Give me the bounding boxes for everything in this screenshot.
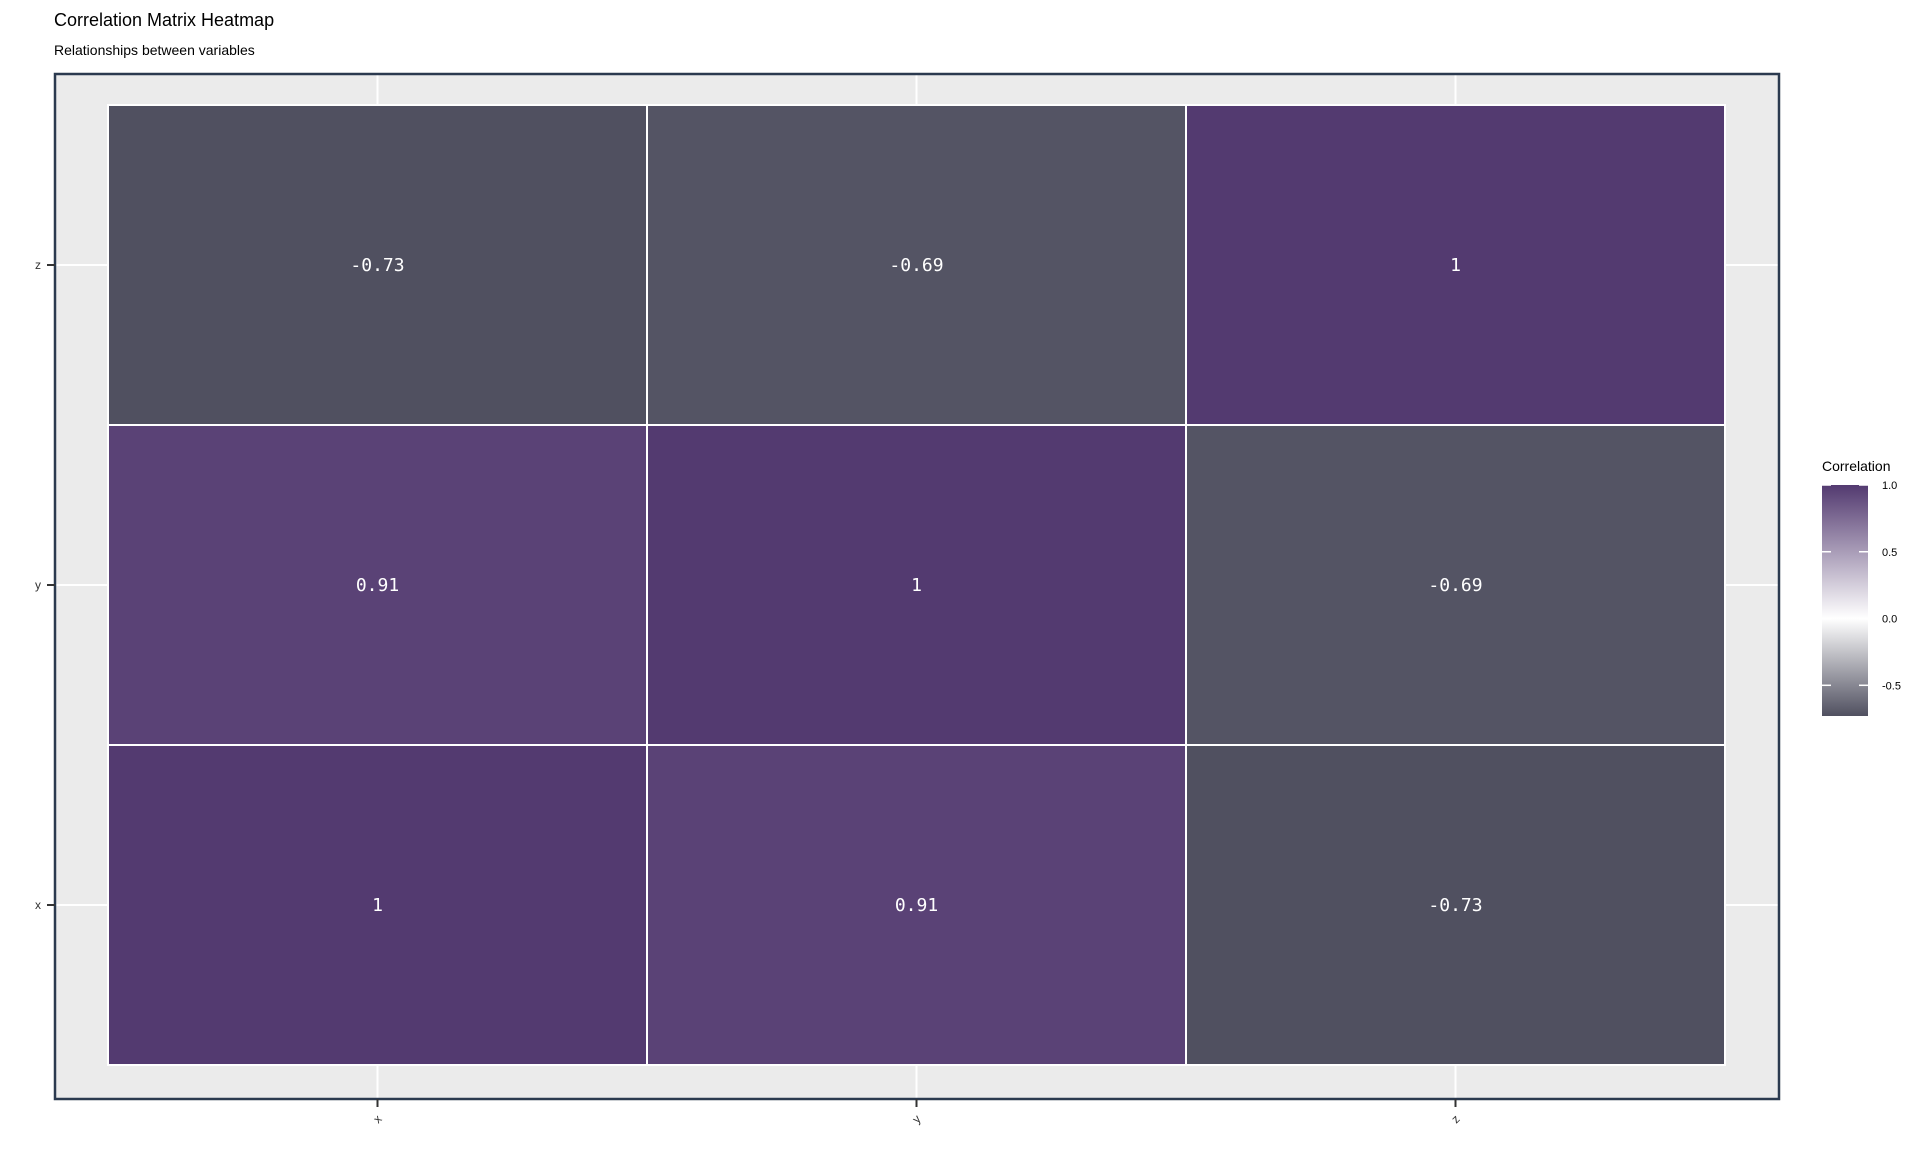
cell-value-label: 1 bbox=[1450, 255, 1461, 276]
cell-value-label: 0.91 bbox=[356, 575, 399, 596]
cell-value-label: -0.73 bbox=[350, 255, 404, 276]
x-axis-label-y: y bbox=[909, 1112, 923, 1126]
legend-colorbar bbox=[1822, 485, 1868, 716]
cell-value-label: -0.69 bbox=[889, 255, 943, 276]
cell-value-label: 1 bbox=[911, 575, 922, 596]
legend-tick-label: 1.0 bbox=[1882, 480, 1897, 492]
heatmap-cell-y-x bbox=[646, 744, 1187, 1066]
legend-tick-label: 0.5 bbox=[1882, 547, 1897, 559]
heatmap-cell-y-y bbox=[646, 424, 1187, 746]
y-axis-label-y: y bbox=[35, 578, 41, 592]
chart-subtitle: Relationships between variables bbox=[54, 42, 255, 58]
x-axis-label-x: x bbox=[370, 1112, 384, 1126]
legend-tick-label: -0.5 bbox=[1882, 680, 1901, 692]
chart-title: Correlation Matrix Heatmap bbox=[54, 10, 275, 30]
legend-title: Correlation bbox=[1822, 458, 1890, 474]
heatmap-cell-x-z bbox=[107, 104, 648, 426]
cell-value-label: 1 bbox=[372, 895, 383, 916]
cell-value-label: -0.69 bbox=[1428, 575, 1482, 596]
y-axis-label-x: x bbox=[35, 898, 41, 912]
cell-value-label: -0.73 bbox=[1428, 895, 1482, 916]
heatmap-cell-z-z bbox=[1185, 104, 1726, 426]
legend-tick-label: 0.0 bbox=[1882, 614, 1897, 626]
heatmap-cell-x-x bbox=[107, 744, 648, 1066]
y-axis-label-z: z bbox=[35, 258, 41, 272]
x-axis-label-z: z bbox=[1448, 1112, 1462, 1126]
heatmap-cell-z-x bbox=[1185, 744, 1726, 1066]
cell-value-label: 0.91 bbox=[895, 895, 938, 916]
heatmap-cell-y-z bbox=[646, 104, 1187, 426]
